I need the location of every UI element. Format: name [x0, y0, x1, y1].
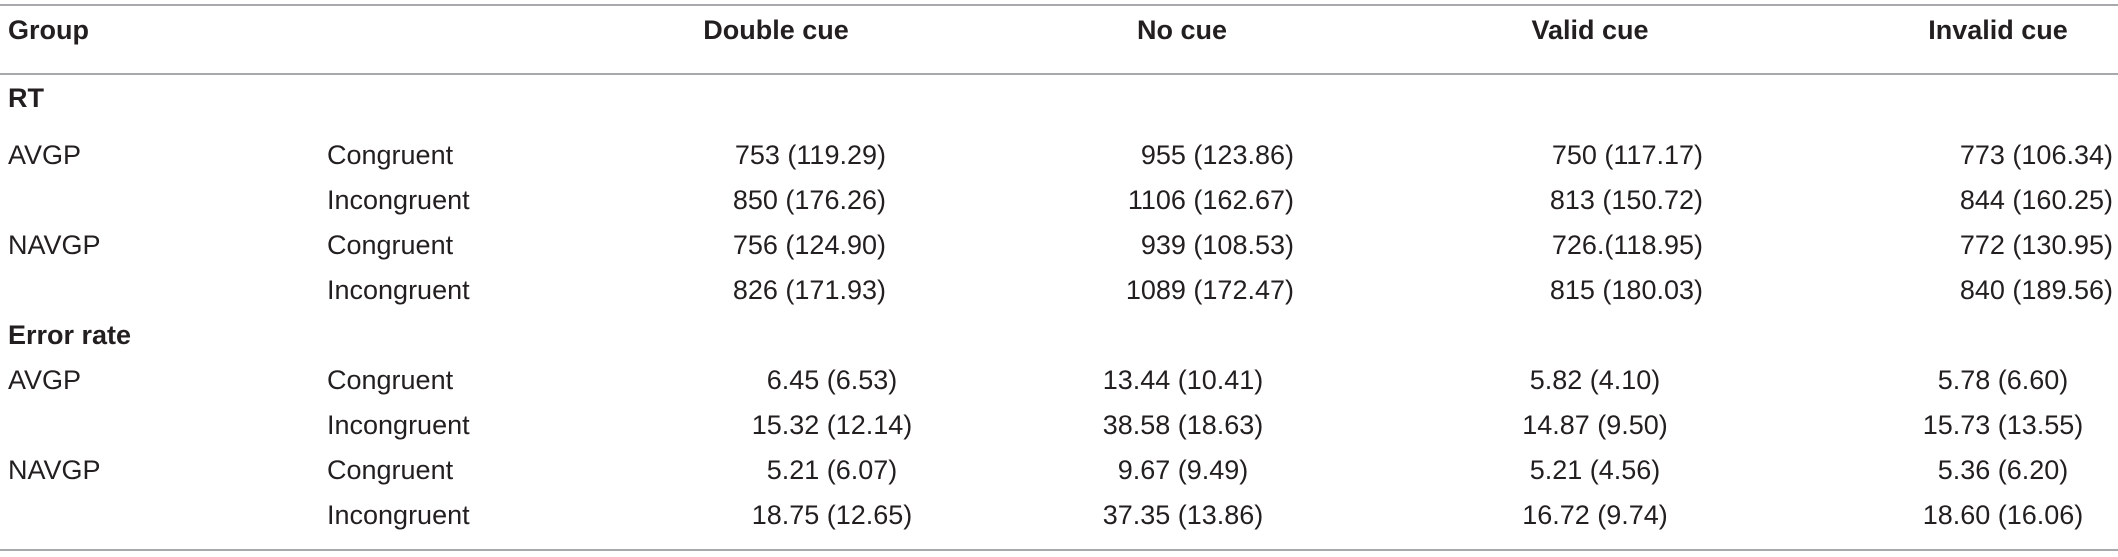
table-row: AVGP Congruent 6.45 (6.53) 13.44 (10.41)… — [0, 358, 2118, 403]
table-header-row: Group Double cue No cue Valid cue Invali… — [0, 8, 2118, 53]
section-title-row: Error rate — [0, 313, 2118, 358]
group-label: AVGP — [8, 365, 82, 395]
condition-label: Incongruent — [327, 275, 470, 305]
table-top-rule — [0, 4, 2118, 6]
invalid-cue-value: 18.60 (16.06) — [1922, 500, 2084, 530]
section-title: RT — [8, 83, 44, 113]
condition-label: Incongruent — [327, 185, 470, 215]
valid-cue-value: 5.21 (4.56) — [1529, 455, 1661, 485]
valid-cue-value: 16.72 (9.74) — [1522, 500, 1668, 530]
invalid-cue-value: 772 (130.95) — [1959, 230, 2113, 260]
condition-label: Congruent — [327, 140, 454, 170]
condition-label: Congruent — [327, 365, 454, 395]
valid-cue-value: 815 (180.03) — [1549, 275, 1703, 305]
condition-label: Congruent — [327, 230, 454, 260]
group-label: AVGP — [8, 140, 82, 170]
double-cue-value: 5.21 (6.07) — [766, 455, 898, 485]
no-cue-value: 1106 (162.67) — [1127, 185, 1294, 215]
no-cue-value: 37.35 (13.86) — [1102, 500, 1264, 530]
double-cue-value: 850 (176.26) — [732, 185, 886, 215]
invalid-cue-value: 5.36 (6.20) — [1937, 455, 2069, 485]
table-row: Incongruent 826 (171.93) 1089 (172.47) 8… — [0, 268, 2118, 313]
condition-label: Incongruent — [327, 410, 470, 440]
table-row: Incongruent 15.32 (12.14) 38.58 (18.63) … — [0, 403, 2118, 448]
no-cue-value: 955 (123.86) — [1140, 140, 1294, 170]
table-row: Incongruent 850 (176.26) 1106 (162.67) 8… — [0, 178, 2118, 223]
invalid-cue-value: 844 (160.25) — [1959, 185, 2113, 215]
double-cue-value: 826 (171.93) — [732, 275, 886, 305]
condition-label: Congruent — [327, 455, 454, 485]
section-title: Error rate — [8, 320, 132, 350]
header-valid-cue: Valid cue — [1531, 15, 1649, 45]
header-no-cue: No cue — [1136, 15, 1228, 45]
table-row: AVGP Congruent 753 (119.29) 955 (123.86)… — [0, 133, 2118, 178]
invalid-cue-value: 840 (189.56) — [1959, 275, 2113, 305]
invalid-cue-value: 15.73 (13.55) — [1922, 410, 2084, 440]
header-group: Group — [8, 15, 89, 45]
table-row: Incongruent 18.75 (12.65) 37.35 (13.86) … — [0, 493, 2118, 538]
group-label: NAVGP — [8, 455, 101, 485]
double-cue-value: 753 (119.29) — [734, 140, 886, 170]
no-cue-value: 9.67 (9.49) — [1117, 455, 1249, 485]
valid-cue-value: 750 (117.17) — [1551, 140, 1703, 170]
invalid-cue-value: 5.78 (6.60) — [1937, 365, 2069, 395]
double-cue-value: 6.45 (6.53) — [766, 365, 898, 395]
condition-label: Incongruent — [327, 500, 470, 530]
double-cue-value: 15.32 (12.14) — [751, 410, 913, 440]
double-cue-value: 756 (124.90) — [732, 230, 886, 260]
table-row: NAVGP Congruent 5.21 (6.07) 9.67 (9.49) … — [0, 448, 2118, 493]
header-invalid-cue: Invalid cue — [1928, 15, 2068, 45]
table-header-rule — [0, 73, 2118, 75]
no-cue-value: 13.44 (10.41) — [1102, 365, 1264, 395]
valid-cue-value: 14.87 (9.50) — [1522, 410, 1668, 440]
valid-cue-value: 726.(118.95) — [1551, 230, 1703, 260]
double-cue-value: 18.75 (12.65) — [751, 500, 913, 530]
no-cue-value: 38.58 (18.63) — [1102, 410, 1264, 440]
group-label: NAVGP — [8, 230, 101, 260]
no-cue-value: 1089 (172.47) — [1125, 275, 1294, 305]
section-title-row: RT — [0, 76, 2118, 121]
table-row: NAVGP Congruent 756 (124.90) 939 (108.53… — [0, 223, 2118, 268]
valid-cue-value: 5.82 (4.10) — [1529, 365, 1661, 395]
no-cue-value: 939 (108.53) — [1140, 230, 1294, 260]
header-double-cue: Double cue — [703, 15, 849, 45]
valid-cue-value: 813 (150.72) — [1549, 185, 1703, 215]
invalid-cue-value: 773 (106.34) — [1959, 140, 2113, 170]
table-bottom-rule — [0, 549, 2118, 551]
